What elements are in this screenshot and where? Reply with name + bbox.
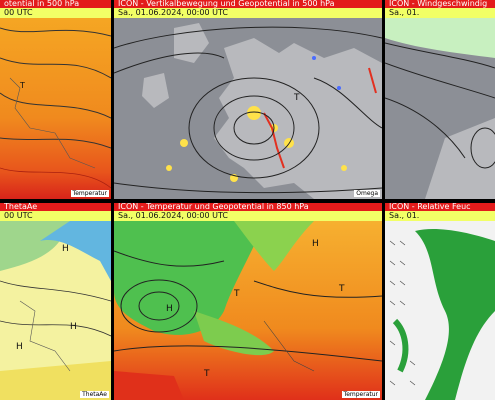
low-pressure-marker: T	[233, 289, 240, 299]
map-panel-omega-500[interactable]: ICON - Vertikalbewegung und Geopotential…	[114, 0, 382, 199]
low-pressure-marker: T	[203, 369, 210, 379]
panel-header: ICON - Relative Feuc Sa., 01.	[385, 203, 495, 221]
panel-date: Sa., 01.06.2024, 00:00 UTC	[118, 211, 228, 220]
high-pressure-marker: H	[62, 244, 69, 254]
panel-divider	[0, 199, 495, 203]
panel-title: otential in 500 hPa	[4, 0, 80, 8]
high-pressure-marker: H	[70, 322, 77, 332]
wind-speed-map	[385, 18, 495, 199]
map-panel-temp-500[interactable]: otential in 500 hPa 00 UTC T Temperatur	[0, 0, 111, 199]
high-pressure-marker: H	[312, 239, 319, 249]
temperature-map: T	[0, 18, 111, 199]
panel-date: Sa., 01.	[389, 8, 420, 17]
vertical-motion-map: T	[114, 18, 382, 199]
thetaae-map: H H H	[0, 221, 111, 400]
panel-header: ICON - Windgeschwindig Sa., 01.	[385, 0, 495, 18]
panel-title: ICON - Windgeschwindig	[389, 0, 488, 8]
panel-title: ICON - Vertikalbewegung und Geopotential…	[118, 0, 335, 8]
legend-label: ThetaAe	[80, 391, 109, 398]
low-pressure-marker: T	[338, 284, 345, 294]
panel-header: ICON - Vertikalbewegung und Geopotential…	[114, 0, 382, 18]
high-pressure-marker: H	[16, 342, 23, 352]
map-panel-humidity[interactable]: ICON - Relative Feuc Sa., 01.	[385, 203, 495, 400]
temperature-850-map: H H T T T	[114, 221, 382, 400]
panel-date: 00 UTC	[4, 8, 33, 17]
humidity-map	[385, 221, 495, 400]
high-pressure-marker: H	[166, 304, 173, 314]
panel-header: otential in 500 hPa 00 UTC	[0, 0, 111, 18]
legend-label: Omega	[354, 190, 380, 197]
map-panel-thetaae[interactable]: ThetaAe 00 UTC H H H ThetaAe	[0, 203, 111, 400]
map-panel-wind[interactable]: ICON - Windgeschwindig Sa., 01.	[385, 0, 495, 199]
map-panel-temp-850[interactable]: ICON - Temperatur und Geopotential in 85…	[114, 203, 382, 400]
panel-date: 00 UTC	[4, 211, 33, 220]
panel-header: ICON - Temperatur und Geopotential in 85…	[114, 203, 382, 221]
panel-date: Sa., 01.06.2024, 00:00 UTC	[118, 8, 228, 17]
panel-title: ThetaAe	[4, 203, 38, 211]
low-pressure-marker: T	[19, 81, 25, 90]
panel-header: ThetaAe 00 UTC	[0, 203, 111, 221]
panel-date: Sa., 01.	[389, 211, 420, 220]
panel-title: ICON - Temperatur und Geopotential in 85…	[118, 203, 309, 211]
legend-label: Temperatur	[341, 391, 380, 398]
legend-label: Temperatur	[70, 190, 109, 197]
panel-title: ICON - Relative Feuc	[389, 203, 471, 211]
low-pressure-marker: T	[293, 93, 300, 103]
